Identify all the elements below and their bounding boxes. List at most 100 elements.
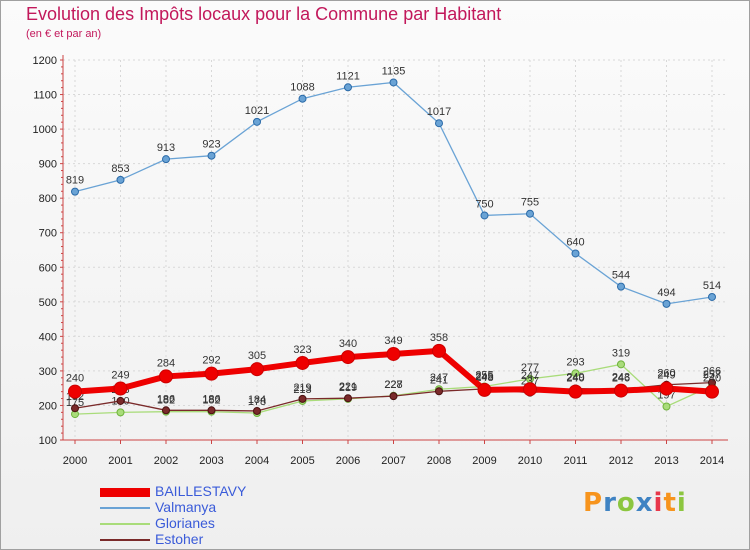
- logo-letter: P: [583, 488, 604, 518]
- x-tick-label: 2006: [336, 455, 360, 467]
- x-tick-label: 2013: [654, 455, 678, 467]
- logo-letter: t: [663, 488, 677, 518]
- data-label-valmanya: 494: [657, 287, 675, 299]
- data-point-estoher: [162, 406, 170, 415]
- y-tick-label: 800: [39, 193, 57, 205]
- data-label-estoher: 184: [248, 394, 266, 406]
- data-point-valmanya: [162, 155, 170, 164]
- data-point-valmanya: [617, 282, 625, 291]
- y-tick-label: 700: [39, 228, 57, 240]
- data-label-valmanya: 750: [475, 198, 493, 210]
- x-tick-label: 2014: [700, 455, 724, 467]
- logo-letter: o: [616, 488, 636, 518]
- x-tick-label: 2004: [245, 455, 269, 467]
- y-tick-label: 900: [39, 159, 57, 171]
- data-label-baillestavy: 249: [111, 370, 129, 382]
- data-label-baillestavy: 358: [430, 332, 448, 344]
- data-point-baillestavy: [568, 384, 583, 399]
- data-label-baillestavy: 243: [612, 372, 630, 384]
- x-tick-label: 2002: [154, 455, 178, 467]
- y-tick-label: 500: [39, 297, 57, 309]
- data-label-valmanya: 923: [202, 139, 220, 151]
- y-tick-label: 100: [39, 435, 57, 447]
- data-label-valmanya: 1121: [336, 70, 360, 82]
- data-point-estoher: [207, 406, 216, 415]
- data-label-glorianes: 219: [339, 382, 357, 394]
- x-tick-label: 2008: [427, 455, 451, 467]
- proxiti-logo: Proxiti: [583, 488, 687, 518]
- data-point-estoher: [71, 404, 79, 413]
- data-point-glorianes: [662, 402, 671, 411]
- data-point-valmanya: [298, 94, 307, 103]
- data-point-estoher: [435, 387, 443, 396]
- data-label-estoher: 246: [612, 373, 630, 385]
- data-point-estoher: [253, 406, 261, 415]
- data-label-glorianes: 277: [521, 362, 539, 374]
- data-label-valmanya: 1135: [382, 65, 406, 77]
- data-point-baillestavy: [432, 343, 446, 358]
- series-valmanya: 819 853 913 923 1021 1088 1121 1135 1017 750 755 64…: [66, 65, 721, 308]
- data-label-valmanya: 1088: [290, 82, 314, 94]
- data-point-valmanya: [708, 292, 716, 301]
- data-label-baillestavy: 249: [657, 370, 675, 382]
- legend-swatch-estoher: [100, 539, 150, 541]
- legend-swatch-baillestavy: [100, 487, 150, 497]
- data-label-glorianes: 178: [248, 396, 266, 408]
- data-label-glorianes: 255: [475, 369, 493, 381]
- data-label-baillestavy: 240: [566, 373, 584, 385]
- data-label-baillestavy: 305: [248, 350, 266, 362]
- data-label-baillestavy: 292: [202, 355, 220, 367]
- data-label-glorianes: 293: [566, 356, 584, 368]
- data-point-baillestavy: [113, 381, 128, 396]
- logo-letter: i: [676, 488, 687, 518]
- data-point-baillestavy: [386, 346, 401, 361]
- data-point-valmanya: [435, 119, 443, 128]
- data-label-valmanya: 514: [703, 280, 721, 292]
- data-label-estoher: 248: [475, 372, 493, 384]
- y-tick-label: 600: [39, 262, 57, 274]
- legend-item-baillestavy: BAILLESTAVY: [100, 483, 360, 500]
- data-point-valmanya: [71, 187, 79, 196]
- data-point-estoher: [116, 396, 125, 405]
- logo-letter: r: [603, 488, 617, 518]
- y-tick-label: 300: [39, 366, 57, 378]
- y-tick-label: 200: [39, 400, 57, 412]
- logo-letter: i: [653, 488, 664, 518]
- data-label-baillestavy: 284: [157, 357, 175, 369]
- x-tick-label: 2010: [518, 455, 542, 467]
- data-point-baillestavy: [614, 383, 628, 398]
- data-point-baillestavy: [159, 369, 173, 384]
- data-point-valmanya: [571, 249, 580, 258]
- data-label-glorianes: 182: [157, 395, 175, 407]
- y-tick-label: 1100: [33, 90, 57, 102]
- data-label-estoher: 241: [430, 374, 448, 386]
- x-tick-label: 2005: [290, 455, 314, 467]
- data-point-baillestavy: [659, 381, 674, 396]
- data-label-baillestavy: 240: [66, 373, 84, 385]
- data-label-baillestavy: 240: [703, 373, 721, 385]
- data-label-glorianes: 213: [293, 384, 311, 396]
- data-label-valmanya: 819: [66, 175, 84, 187]
- data-label-valmanya: 1021: [245, 105, 269, 117]
- data-point-baillestavy: [341, 350, 355, 365]
- data-label-glorianes: 175: [66, 397, 84, 409]
- data-label-glorianes: 182: [202, 395, 220, 407]
- data-label-valmanya: 544: [612, 270, 630, 282]
- legend-label-valmanya: Valmanya: [155, 499, 217, 515]
- y-tick-label: 1000: [33, 124, 57, 136]
- data-point-valmanya: [344, 83, 352, 92]
- x-tick-label: 2012: [609, 455, 633, 467]
- data-label-valmanya: 755: [521, 197, 539, 209]
- data-point-baillestavy: [705, 384, 719, 399]
- x-tick-label: 2009: [472, 455, 496, 467]
- legend-label-baillestavy: BAILLESTAVY: [155, 483, 247, 499]
- chart-subtitle: (en € et par an): [26, 28, 102, 40]
- data-label-glorianes: 247: [430, 372, 448, 384]
- data-point-valmanya: [116, 175, 125, 184]
- logo-letter: x: [635, 488, 654, 518]
- data-label-valmanya: 913: [157, 142, 175, 154]
- data-label-estoher: 219: [293, 382, 311, 394]
- data-label-valmanya: 853: [111, 163, 129, 175]
